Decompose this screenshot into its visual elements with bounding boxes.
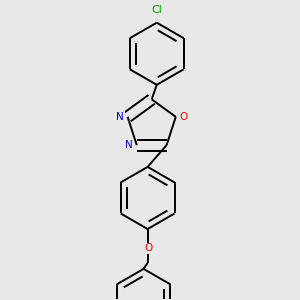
Text: O: O [145, 243, 153, 253]
Text: N: N [125, 140, 133, 150]
Text: Cl: Cl [151, 5, 162, 15]
Text: O: O [179, 112, 187, 122]
Text: N: N [116, 112, 124, 122]
